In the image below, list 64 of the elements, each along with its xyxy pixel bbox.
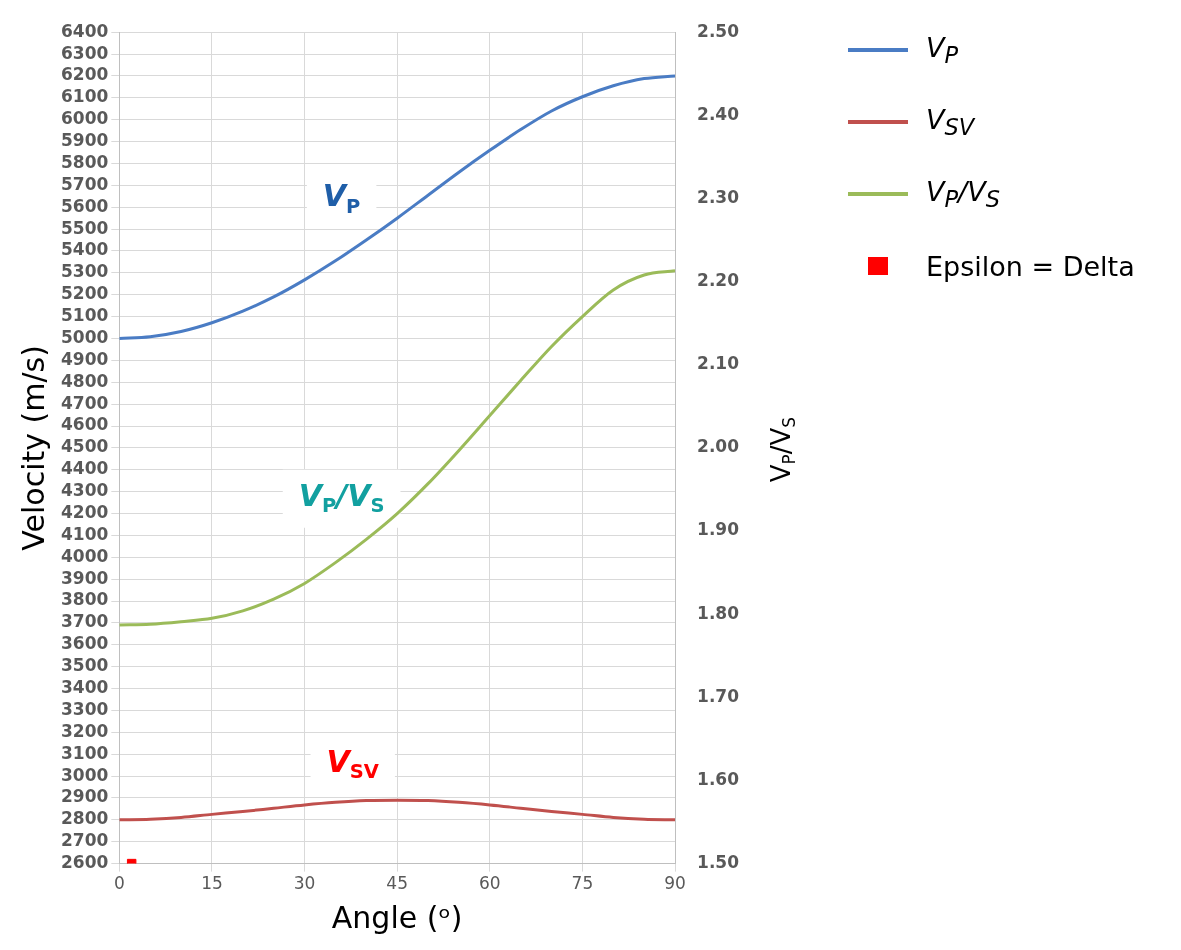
y-tick-label: 2800 <box>60 808 109 829</box>
y-tick-label: 4200 <box>60 501 109 522</box>
legend-label: V$_{P}$/V$_{S}$ <box>926 175 1000 213</box>
y-tick-label: 4800 <box>60 370 109 391</box>
y-tick-label: 2900 <box>60 786 109 807</box>
y-tick-label: 4000 <box>60 545 109 566</box>
y2-tick-label: 2.50 <box>697 20 740 41</box>
y-tick-label: 5300 <box>60 261 109 282</box>
x-tick-label: 90 <box>664 873 686 894</box>
x-tick-label: 75 <box>571 873 594 894</box>
y-tick-label: 4300 <box>60 480 109 501</box>
legend-label: V$_{P}$ <box>926 31 959 69</box>
y2-tick-label: 1.70 <box>697 685 740 706</box>
y-tick-label: 2600 <box>60 852 109 873</box>
y-tick-label: 3500 <box>60 655 109 676</box>
y-axis-title: Velocity (m/s) <box>15 345 51 551</box>
legend-label: V$_{SV}$ <box>926 103 975 141</box>
x-tick-label: 45 <box>386 873 409 894</box>
x-tick-label: 30 <box>293 873 316 894</box>
y-tick-label: 5600 <box>60 195 109 216</box>
y-tick-label: 3100 <box>60 742 109 763</box>
y-tick-label: 4600 <box>60 414 109 435</box>
y-tick-label: 4500 <box>60 436 109 457</box>
x-tick-label: 0 <box>113 873 125 894</box>
y-tick-label: 6100 <box>60 86 109 107</box>
y-tick-label: 5200 <box>60 283 109 304</box>
y-tick-label: 5500 <box>60 217 109 238</box>
y-tick-label: 5900 <box>60 130 109 151</box>
y-tick-label: 3000 <box>60 764 109 785</box>
x-axis-title: Angle (ᵒ) <box>331 899 463 935</box>
y-tick-label: 4900 <box>60 348 109 369</box>
y-tick-label: 5400 <box>60 239 109 260</box>
y-tick-label: 3400 <box>60 676 109 697</box>
y-tick-label: 3700 <box>60 611 109 632</box>
y-tick-label: 4100 <box>60 523 109 544</box>
y-tick-label: 6200 <box>60 64 109 85</box>
y2-tick-label: 2.10 <box>697 353 740 374</box>
y-tick-label: 4700 <box>60 392 109 413</box>
y2-axis-title: VP/VS <box>765 417 800 483</box>
y-tick-label: 6000 <box>60 108 109 129</box>
legend-label: Epsilon = Delta <box>926 250 1135 282</box>
y2-tick-label: 2.00 <box>697 436 740 457</box>
y-tick-label: 3300 <box>60 698 109 719</box>
y-tick-label: 3800 <box>60 589 109 610</box>
y2-tick-label: 1.90 <box>697 519 740 540</box>
y-tick-label: 2700 <box>60 830 109 851</box>
x-tick-label: 15 <box>201 873 223 894</box>
y2-tick-label: 1.80 <box>697 602 740 623</box>
y2-tick-label: 2.20 <box>697 270 740 291</box>
y-tick-label: 4400 <box>60 458 109 479</box>
y2-tick-label: 2.40 <box>697 103 740 124</box>
y-tick-label: 5800 <box>60 151 109 172</box>
y-tick-label: 5100 <box>60 305 109 326</box>
y2-tick-label: 1.60 <box>697 768 740 789</box>
y-tick-label: 3600 <box>60 633 109 654</box>
x-tick-label: 60 <box>478 873 501 894</box>
y2-tick-label: 2.30 <box>697 186 740 207</box>
y-tick-label: 6400 <box>60 20 109 41</box>
y-tick-label: 3900 <box>60 567 109 588</box>
y-tick-label: 3200 <box>60 720 109 741</box>
y-tick-label: 5000 <box>60 326 109 347</box>
y2-tick-label: 1.50 <box>697 852 740 873</box>
y-tick-label: 5700 <box>60 173 109 194</box>
y-tick-label: 6300 <box>60 42 109 63</box>
